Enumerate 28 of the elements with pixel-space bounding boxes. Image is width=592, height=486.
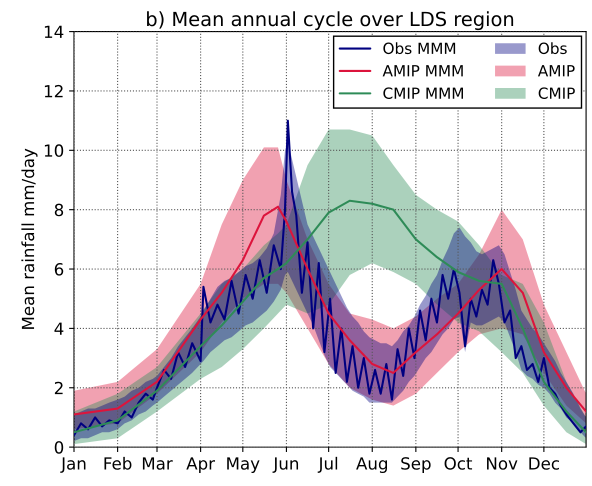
y-tick-label: 14: [44, 26, 64, 38]
legend-label: Obs MMM: [383, 42, 456, 54]
x-tick-label: May: [227, 457, 260, 473]
x-tick-label: Jun: [272, 457, 298, 473]
y-tick-label: 8: [54, 204, 64, 216]
x-tick-label: Mar: [142, 457, 173, 470]
x-tick-label: Jan: [60, 457, 86, 473]
x-tick-label: Dec: [529, 457, 559, 470]
annotation: AMIP: [538, 65, 575, 76]
legend-label: CMIP MMM: [383, 87, 463, 99]
x-tick-label: Jul: [318, 456, 338, 473]
y-tick-label: 0: [54, 441, 64, 454]
x-tick-label: Aug: [356, 457, 387, 473]
y-tick-label: 2: [54, 382, 63, 394]
x-tick-label: Apr: [186, 457, 216, 473]
x-tick-label: Feb: [104, 456, 132, 470]
y-axis-title: Mean rainfall mm/day: [21, 148, 38, 329]
y-tick-label: 6: [54, 263, 64, 276]
x-tick-label: Nov: [487, 457, 518, 470]
chart-title: b) Mean annual cycle over LDS region: [147, 11, 514, 30]
y-tick-label: 10: [44, 144, 64, 157]
y-tick-label: 4: [54, 322, 64, 335]
annotation: Obs: [538, 42, 567, 54]
x-tick-label: Sep: [401, 457, 431, 473]
annotation: CMIP: [538, 87, 575, 99]
x-tick-label: Oct: [444, 457, 472, 470]
y-tick-label: 12: [44, 84, 63, 98]
legend-label: AMIP MMM: [382, 65, 463, 76]
